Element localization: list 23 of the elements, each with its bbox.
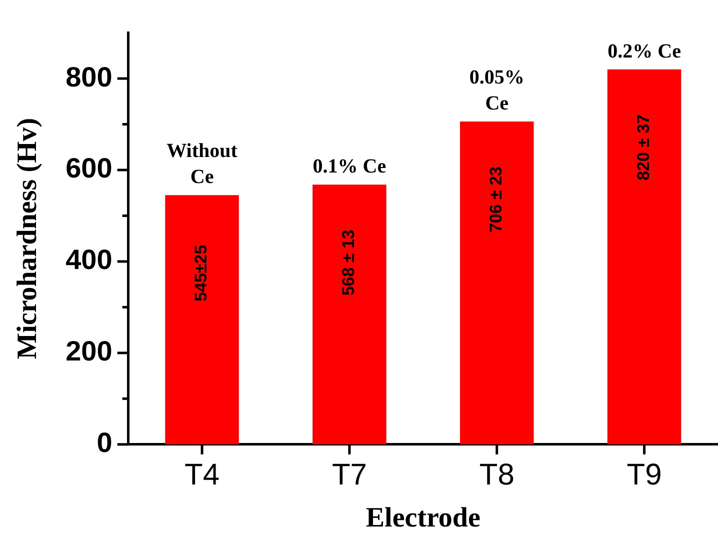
x-tick-label: T8: [479, 458, 514, 492]
annotation: 0.05% Ce: [469, 66, 524, 115]
data-label: 820 ± 37: [634, 114, 653, 180]
data-label: 568 ± 13: [339, 230, 358, 296]
y-tick-label: 600: [66, 152, 112, 184]
y-tick-label: 200: [66, 336, 112, 367]
data-label: 706 ± 23: [486, 166, 506, 233]
bar: [165, 195, 239, 444]
x-tick-label: T7: [332, 458, 367, 492]
bar: [312, 184, 386, 444]
bar: [607, 69, 682, 444]
y-tick-label: 0: [96, 427, 112, 458]
bar: [460, 122, 534, 444]
y-axis-title: Microhardness (Hv): [12, 118, 44, 360]
annotation: Without Ce: [166, 140, 238, 188]
y-tick-label: 800: [66, 61, 112, 92]
x-axis-title: Electrode: [366, 502, 480, 534]
annotation: 0.2% Ce: [608, 40, 682, 62]
x-tick-label: T4: [184, 458, 220, 492]
x-tick-label: T9: [626, 458, 662, 492]
data-label: 545±25: [192, 244, 211, 302]
y-tick-label: 400: [66, 244, 112, 276]
annotation: 0.1% Ce: [312, 156, 386, 178]
